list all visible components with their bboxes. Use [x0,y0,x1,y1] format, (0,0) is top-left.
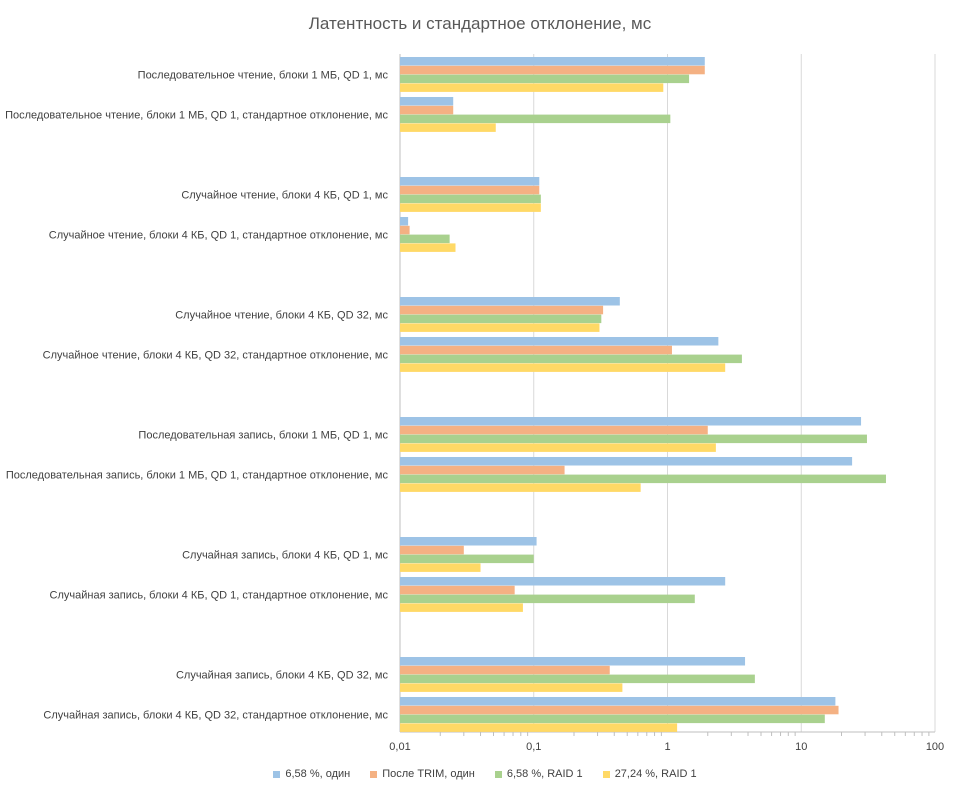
category-label: Случайная запись, блоки 4 КБ, QD 1, стан… [50,590,389,602]
bar [400,74,690,84]
x-tick-label: 100 [926,741,944,753]
bar [400,674,755,684]
bar [400,457,853,466]
bar [400,323,600,332]
chart-title: Латентность и стандартное отклонение, мс [308,14,652,33]
bar [400,714,825,724]
bar [400,114,671,124]
bar [400,83,664,92]
bar [400,123,496,132]
legend-swatch [602,770,610,778]
bar [400,234,450,244]
bar [400,577,726,586]
legend-item: 6,58 %, один [273,768,350,780]
legend-label: После TRIM, один [382,768,475,781]
bar [400,723,678,732]
bar [400,305,604,315]
x-tick-label: 1 [664,741,670,753]
category-label: Последовательное чтение, блоки 1 МБ, QD … [5,110,388,122]
category-label: Случайная запись, блоки 4 КБ, QD 32, ста… [43,710,388,722]
bar [400,465,565,475]
bar [400,65,705,75]
bar [400,185,540,195]
x-tick-label: 0,01 [389,741,410,753]
bar [400,665,610,675]
bar [400,537,537,546]
bar [400,337,719,346]
category-label: Случайное чтение, блоки 4 КБ, QD 32, ста… [43,350,389,362]
legend-item: 27,24 %, RAID 1 [602,768,697,781]
bar [400,563,481,572]
legend-swatch [370,770,378,778]
bar [400,683,623,692]
bar [400,594,695,604]
bar [400,425,708,435]
bar [400,483,641,492]
bar [400,345,672,355]
bar [400,554,534,564]
bar [400,225,410,235]
category-label: Последовательная запись, блоки 1 МБ, QD … [138,430,388,442]
legend-item: После TRIM, один [370,768,475,780]
legend-label: 6,58 %, RAID 1 [506,768,583,781]
legend-swatch [273,770,281,778]
bar [400,314,602,324]
bar [400,363,726,372]
bar [400,243,456,252]
category-label: Последовательное чтение, блоки 1 МБ, QD … [138,70,389,82]
bar [400,434,867,444]
bar [400,697,836,706]
category-label: Случайная запись, блоки 4 КБ, QD 1, мс [182,550,388,562]
bar [400,97,454,106]
x-tick-label: 0,1 [526,741,541,753]
bar [400,105,454,115]
bar [400,354,742,364]
legend-label: 27,24 %, RAID 1 [614,768,697,781]
category-label: Случайное чтение, блоки 4 КБ, QD 1, мс [181,190,388,202]
bar [400,585,515,595]
legend: 6,58 %, один После TRIM, один 6,58 %, RAID… [0,768,970,780]
bar [400,545,464,555]
category-label: Последовательная запись, блоки 1 МБ, QD … [6,470,389,482]
bar [400,443,716,452]
bar [400,217,409,226]
legend-swatch [494,770,502,778]
category-label: Случайная запись, блоки 4 КБ, QD 32, мс [176,670,389,682]
bar [400,657,746,666]
x-tick-label: 10 [795,741,807,753]
bar [400,474,886,484]
bar [400,194,541,204]
legend-label: 6,58 %, один [285,768,351,781]
bar [400,203,541,212]
bar [400,417,862,426]
category-label: Случайное чтение, блоки 4 КБ, QD 32, мс [175,310,388,322]
bar [400,57,705,66]
bar [400,177,540,186]
bar [400,705,839,715]
legend-item: 6,58 %, RAID 1 [494,768,583,781]
category-label: Случайное чтение, блоки 4 КБ, QD 1, стан… [49,230,389,242]
bar [400,297,620,306]
bar [400,603,523,612]
